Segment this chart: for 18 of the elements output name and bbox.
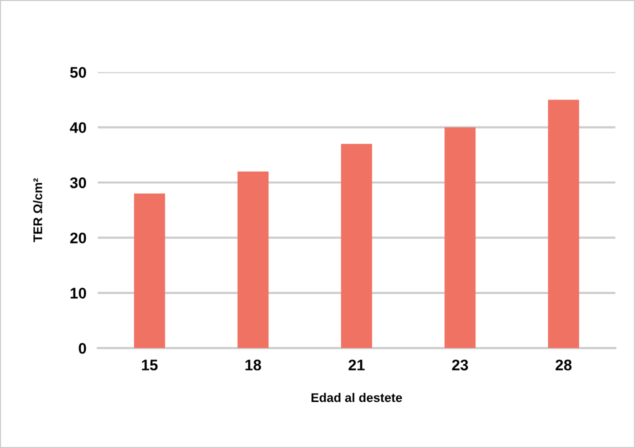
y-tick-label: 30 bbox=[70, 177, 86, 188]
y-tick-label: 50 bbox=[70, 66, 86, 78]
y-tick-label: 10 bbox=[70, 288, 86, 299]
y-tick-label: 40 bbox=[70, 122, 86, 134]
x-tick-label: 18 bbox=[246, 360, 262, 370]
y-tick-label: 0 bbox=[78, 342, 86, 354]
y-axis-title: TER Ω/cm² bbox=[33, 178, 42, 242]
x-tick-label: 28 bbox=[556, 360, 572, 370]
bar bbox=[444, 127, 476, 348]
x-tick-label: 21 bbox=[348, 360, 365, 370]
bar bbox=[341, 144, 372, 348]
bar bbox=[134, 194, 166, 348]
bar bbox=[548, 100, 580, 348]
bar bbox=[238, 171, 269, 348]
y-tick-label: 20 bbox=[70, 232, 86, 244]
x-axis-title: Edad al destete bbox=[312, 392, 402, 402]
x-tick-label: 23 bbox=[452, 360, 468, 370]
x-tick-label: 15 bbox=[142, 360, 158, 370]
